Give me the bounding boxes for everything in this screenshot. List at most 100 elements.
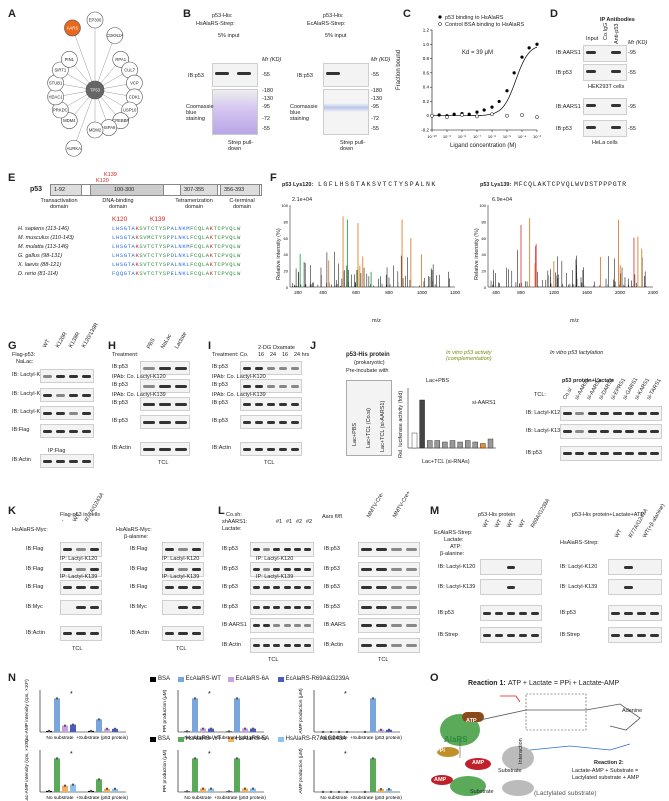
d-blot <box>583 98 627 115</box>
f-right-max: 6.9e+04 <box>492 197 513 203</box>
n-bar <box>192 758 198 792</box>
f-xtick-label: 400 <box>319 290 327 295</box>
binding-curve-chart: 1.2 1.0 0.8 0.6 0.4 0.2 0 -0.210⁻¹⁰ 10⁻⁹ 10⁻⁸ 10⁻⁷… <box>421 15 542 139</box>
blot-band <box>143 384 155 388</box>
h-ip-label: IPAb: Co. Lactyl-K120 <box>112 374 166 380</box>
i-row-label: IB:Actin <box>212 445 231 451</box>
n-dot <box>193 697 197 700</box>
m-row-label-r: IB: Lactyl-K120 <box>560 564 598 570</box>
n-dot <box>63 724 67 727</box>
j-bar <box>419 399 425 449</box>
c-xtick-label: 10⁻⁹ <box>443 134 452 139</box>
blot-band <box>612 452 622 455</box>
blot-band <box>252 624 260 627</box>
blot-band <box>293 624 302 627</box>
network-node <box>85 80 105 100</box>
blot-band <box>254 447 264 451</box>
blot-band <box>254 402 264 406</box>
panel-letter-h: H <box>108 340 116 352</box>
f-xlabel: m/z <box>372 318 381 324</box>
n-ylabel: PPi production (μM) <box>162 749 168 792</box>
k-blot-left <box>60 580 102 595</box>
n-bar <box>70 784 76 792</box>
blot-band <box>530 633 540 637</box>
n-legend-item: EcAlaRS-WT <box>185 676 221 682</box>
blot-band <box>63 586 73 589</box>
n-bar <box>62 785 68 792</box>
f-ytick-label: 0 <box>484 285 487 290</box>
h-row-label: IB:p53 <box>112 418 128 424</box>
blot-band <box>175 447 187 451</box>
d-blot <box>583 120 627 137</box>
j-bar <box>434 440 440 449</box>
c-point-bsa <box>445 115 449 119</box>
panel-letter-f: F <box>270 172 277 184</box>
n-dot <box>243 787 247 790</box>
n-dot <box>329 790 333 794</box>
blot-band <box>63 548 73 551</box>
blot-band <box>278 366 288 370</box>
o-enzyme-2 <box>450 776 486 796</box>
d-band <box>611 70 621 73</box>
n-dot <box>235 697 239 700</box>
e-domain-2 <box>90 184 164 196</box>
blot-band <box>191 586 201 589</box>
blot-band <box>649 611 660 615</box>
n-bar <box>54 698 60 732</box>
blot-band <box>506 585 516 589</box>
blot-band <box>625 452 635 455</box>
network-node-label: RPA1 <box>115 57 126 62</box>
m-blot-left <box>480 579 542 595</box>
blot-band <box>562 452 572 455</box>
j-barlabel: Lac+TCL (si-RNAs) <box>422 459 470 465</box>
k-myc-right: HsAlaRS-Myc: <box>116 527 152 533</box>
blot-band <box>63 632 73 635</box>
blot-band <box>254 384 264 388</box>
n-bar <box>250 788 256 792</box>
d-band <box>586 70 596 73</box>
c-ytick-label: 0.4 <box>423 85 430 90</box>
k-ba: β-alanine: <box>124 534 149 540</box>
g-row-label: IB: Lactyl-K <box>12 372 41 378</box>
n-dot <box>105 787 109 791</box>
o-ppi-pill <box>437 747 459 757</box>
blot-band <box>406 586 417 589</box>
l-row-label: IB:p53 <box>222 584 238 590</box>
i-blot <box>240 415 302 429</box>
blot-band <box>600 412 610 415</box>
network-node-label: STUB1 <box>49 81 63 86</box>
blot-band <box>242 402 252 406</box>
m-blot-right <box>608 627 662 643</box>
o-reaction1-prefix: Reaction 1: <box>468 680 506 687</box>
j-bar <box>472 441 479 449</box>
n-dot <box>71 723 75 726</box>
l-lane: #2 <box>296 519 303 525</box>
n-dot <box>363 790 367 794</box>
n-group-label: No substrate <box>320 795 348 801</box>
d-row: IB:p53 <box>556 70 572 76</box>
blot-band <box>391 548 402 551</box>
n-bar <box>208 788 214 792</box>
h-row-label: IB:p53 <box>112 400 128 406</box>
blot-band <box>587 412 597 415</box>
i-treatment: Treatment: Co. <box>212 352 249 358</box>
j-blot <box>560 424 662 439</box>
blot-band <box>273 624 281 627</box>
blot-band <box>273 644 281 647</box>
o-adenine: Adenine <box>622 708 643 714</box>
d-mr: Mr (KD) <box>628 40 648 46</box>
blot-band <box>63 568 73 571</box>
o-substrate-shape <box>502 746 534 770</box>
blot-band <box>266 402 276 406</box>
f-ytick-label: 60 <box>284 236 289 241</box>
c-xtick-label: 10⁻⁶ <box>488 134 497 139</box>
n-dot <box>47 729 51 733</box>
i-time: 16 <box>258 352 265 358</box>
blot-band <box>55 393 66 397</box>
n-legend-swatch <box>177 677 184 682</box>
blot-band <box>252 568 260 571</box>
f-left-title: p53 Lys120: <box>282 182 314 188</box>
n-dot <box>329 730 333 734</box>
n-dot <box>89 789 93 793</box>
blot-band <box>293 568 302 571</box>
